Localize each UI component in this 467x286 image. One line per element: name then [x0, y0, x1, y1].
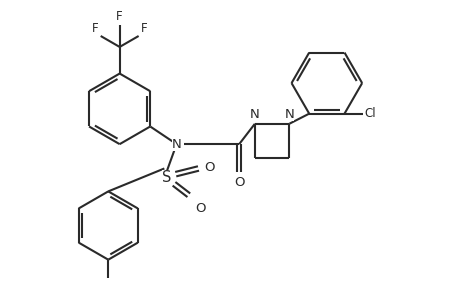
Text: N: N [172, 138, 182, 151]
Text: O: O [204, 161, 215, 174]
Text: O: O [196, 202, 206, 215]
Text: N: N [250, 108, 260, 121]
Text: F: F [116, 10, 123, 23]
Text: F: F [141, 22, 148, 35]
Text: Cl: Cl [365, 107, 376, 120]
Text: S: S [163, 170, 172, 184]
Text: F: F [92, 22, 99, 35]
Text: O: O [234, 176, 245, 189]
Text: N: N [284, 108, 294, 121]
